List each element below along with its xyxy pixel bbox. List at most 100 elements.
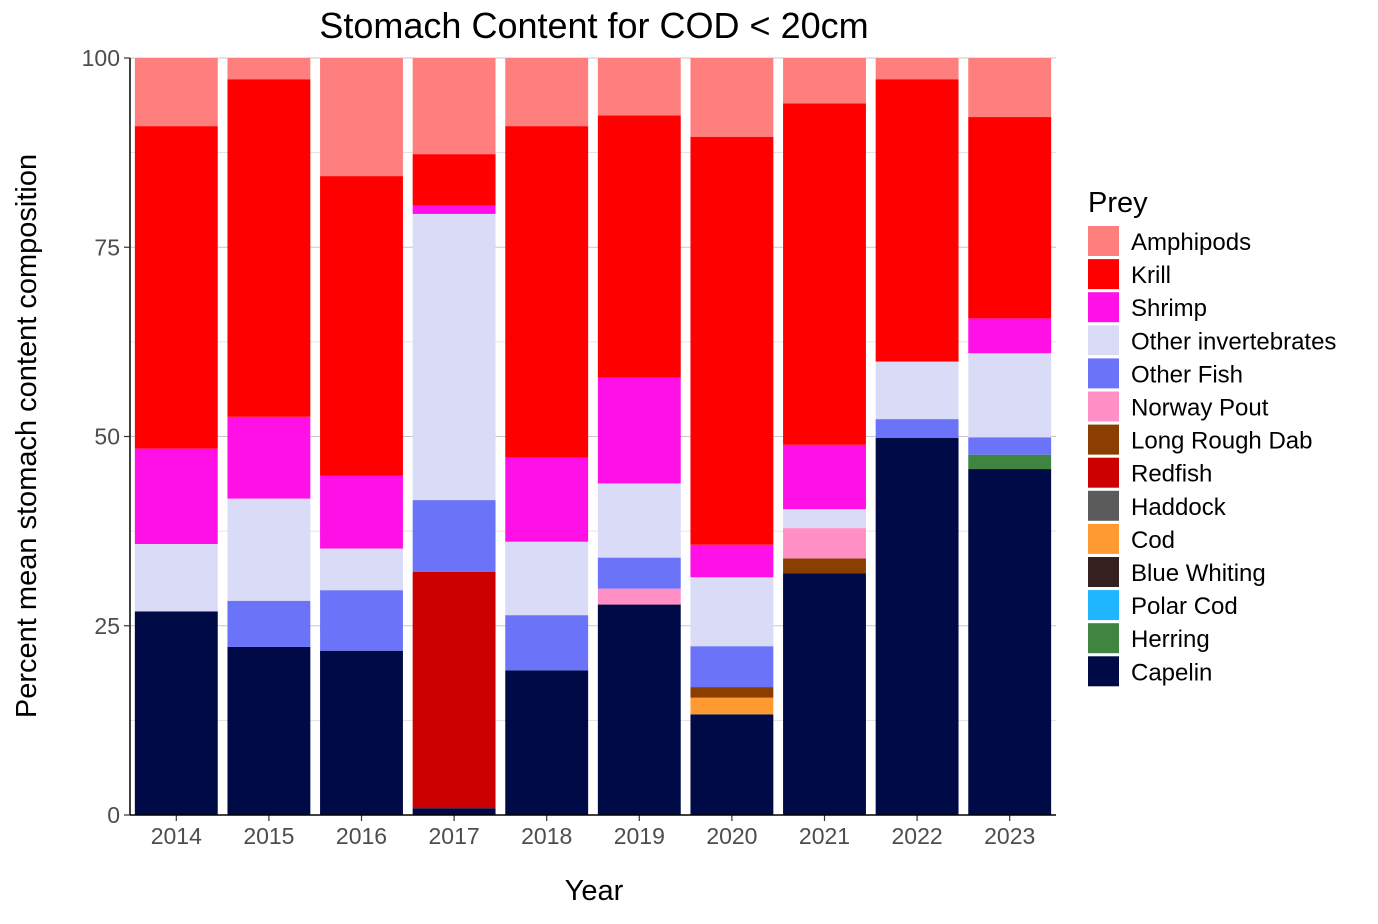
bar-segment-other-fish-2019 bbox=[597, 557, 681, 589]
bar-segment-shrimp-2018 bbox=[505, 457, 589, 542]
x-tick-label: 2016 bbox=[336, 823, 387, 849]
bar-segment-krill-2022 bbox=[875, 79, 959, 362]
bar-segment-capelin-2019 bbox=[597, 604, 681, 815]
bar-segment-capelin-2015 bbox=[227, 646, 311, 815]
legend-key-blue-whiting bbox=[1088, 557, 1119, 587]
y-tick-label: 25 bbox=[94, 613, 120, 639]
bar-segment-shrimp-2016 bbox=[320, 475, 403, 549]
legend: Prey Amphipods Krill Shrimp Other invertebr… bbox=[1088, 187, 1336, 687]
bar-segment-amphipods-2016 bbox=[320, 58, 403, 177]
y-tick-label: 100 bbox=[82, 45, 120, 71]
bar-segment-other-fish-2020 bbox=[690, 646, 774, 688]
bar-segment-krill-2014 bbox=[134, 126, 218, 449]
bars bbox=[134, 58, 1052, 815]
bar-segment-other-fish-2017 bbox=[412, 500, 496, 573]
bar-segment-amphipods-2022 bbox=[875, 58, 959, 80]
x-tick-label: 2022 bbox=[892, 823, 943, 849]
x-tick-label: 2015 bbox=[243, 823, 294, 849]
legend-key-polar-cod bbox=[1088, 590, 1119, 621]
axes: 2014 2015 2016 2017 2018 2019 2020 2021 2022 2023… bbox=[82, 45, 1056, 849]
bar-segment-capelin-2017 bbox=[412, 808, 496, 815]
legend-key-amphipods bbox=[1088, 226, 1119, 256]
bar-segment-amphipods-2018 bbox=[505, 58, 589, 127]
x-tick-label: 2018 bbox=[521, 823, 572, 849]
bar-segment-krill-2016 bbox=[320, 176, 403, 476]
bar-segment-other-invertebrates-2022 bbox=[875, 361, 959, 420]
bar-segment-krill-2018 bbox=[505, 126, 589, 458]
bar-segment-norway-pout-2019 bbox=[597, 588, 681, 605]
bar-segment-shrimp-2020 bbox=[690, 544, 774, 578]
legend-label-krill: Krill bbox=[1131, 262, 1171, 289]
legend-key-other-fish bbox=[1088, 358, 1119, 389]
x-tick-label: 2020 bbox=[706, 823, 757, 849]
bar-segment-krill-2019 bbox=[597, 115, 681, 378]
legend-label-haddock: Haddock bbox=[1131, 494, 1227, 521]
bar-segment-capelin-2021 bbox=[783, 573, 866, 815]
bar-segment-shrimp-2019 bbox=[597, 377, 681, 484]
bar-segment-capelin-2020 bbox=[690, 714, 774, 815]
bar-segment-other-invertebrates-2023 bbox=[968, 353, 1052, 438]
bar-segment-other-invertebrates-2015 bbox=[227, 498, 311, 601]
bar-segment-amphipods-2017 bbox=[412, 58, 496, 155]
legend-label-norway-pout: Norway Pout bbox=[1131, 395, 1269, 422]
bar-segment-shrimp-2023 bbox=[968, 318, 1052, 354]
legend-title: Prey bbox=[1088, 187, 1148, 219]
bar-segment-other-fish-2015 bbox=[227, 600, 311, 647]
y-tick-label: 0 bbox=[107, 802, 120, 828]
bar-segment-capelin-2016 bbox=[320, 650, 403, 815]
bar-segment-amphipods-2021 bbox=[783, 58, 866, 104]
bar-segment-herring-2023 bbox=[968, 454, 1052, 470]
bar-segment-other-invertebrates-2016 bbox=[320, 548, 403, 591]
legend-label-cod: Cod bbox=[1131, 527, 1175, 554]
bar-segment-amphipods-2015 bbox=[227, 58, 311, 80]
legend-key-long-rough-dab bbox=[1088, 424, 1119, 455]
bar-segment-krill-2017 bbox=[412, 154, 496, 206]
bar-segment-amphipods-2019 bbox=[597, 58, 681, 116]
x-tick-label: 2021 bbox=[799, 823, 850, 849]
bar-segment-krill-2023 bbox=[968, 117, 1052, 319]
legend-label-long-rough-dab: Long Rough Dab bbox=[1131, 428, 1312, 455]
bar-segment-cod-2020 bbox=[690, 697, 774, 715]
y-tick-label: 75 bbox=[94, 234, 120, 260]
legend-key-haddock bbox=[1088, 490, 1119, 521]
legend-key-shrimp bbox=[1088, 292, 1119, 323]
y-tick-label: 50 bbox=[94, 424, 120, 450]
legend-label-other-fish: Other Fish bbox=[1131, 361, 1243, 388]
legend-key-krill bbox=[1088, 259, 1119, 290]
bar-segment-shrimp-2017 bbox=[412, 205, 496, 214]
legend-key-other-invertebrates bbox=[1088, 325, 1119, 356]
bar-segment-other-invertebrates-2020 bbox=[690, 577, 774, 647]
bar-segment-amphipods-2014 bbox=[134, 58, 218, 127]
legend-label-amphipods: Amphipods bbox=[1131, 229, 1251, 256]
legend-label-redfish: Redfish bbox=[1131, 461, 1212, 488]
legend-label-shrimp: Shrimp bbox=[1131, 295, 1207, 322]
bar-segment-capelin-2023 bbox=[968, 469, 1052, 815]
bar-segment-long-rough-dab-2021 bbox=[783, 558, 866, 574]
bar-segment-capelin-2022 bbox=[875, 438, 959, 815]
bar-segment-krill-2021 bbox=[783, 103, 866, 445]
bar-segment-other-fish-2022 bbox=[875, 419, 959, 439]
bar-segment-other-invertebrates-2017 bbox=[412, 213, 496, 501]
legend-label-other-invertebrates: Other invertebrates bbox=[1131, 328, 1336, 355]
x-tick-label: 2023 bbox=[984, 823, 1035, 849]
bar-segment-other-invertebrates-2018 bbox=[505, 541, 589, 616]
legend-label-polar-cod: Polar Cod bbox=[1131, 593, 1238, 620]
bar-segment-amphipods-2020 bbox=[690, 58, 774, 137]
bar-segment-other-fish-2023 bbox=[968, 437, 1052, 455]
bar-segment-other-invertebrates-2019 bbox=[597, 483, 681, 558]
bar-segment-krill-2015 bbox=[227, 79, 311, 417]
bar-segment-capelin-2014 bbox=[134, 611, 218, 815]
bar-segment-amphipods-2023 bbox=[968, 58, 1052, 118]
legend-label-blue-whiting: Blue Whiting bbox=[1131, 560, 1266, 587]
x-tick-label: 2017 bbox=[429, 823, 480, 849]
legend-key-norway-pout bbox=[1088, 391, 1119, 422]
legend-key-herring bbox=[1088, 623, 1119, 654]
x-axis-label: Year bbox=[565, 875, 624, 907]
bar-segment-redfish-2017 bbox=[412, 572, 496, 809]
bar-segment-other-fish-2016 bbox=[320, 590, 403, 651]
bar-segment-capelin-2018 bbox=[505, 670, 589, 815]
x-tick-label: 2019 bbox=[614, 823, 665, 849]
bar-segment-norway-pout-2021 bbox=[783, 528, 866, 559]
